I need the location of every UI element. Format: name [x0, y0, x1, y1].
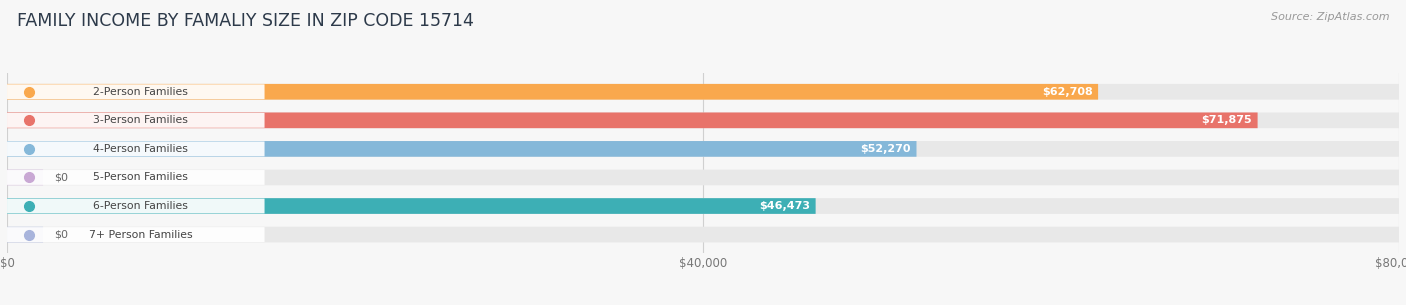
FancyBboxPatch shape [7, 170, 1399, 185]
FancyBboxPatch shape [7, 170, 44, 185]
FancyBboxPatch shape [7, 113, 264, 128]
FancyBboxPatch shape [7, 141, 917, 157]
FancyBboxPatch shape [7, 227, 44, 242]
Text: $71,875: $71,875 [1201, 115, 1251, 125]
Text: $0: $0 [55, 172, 69, 182]
Text: 6-Person Families: 6-Person Families [93, 201, 188, 211]
FancyBboxPatch shape [7, 141, 1399, 157]
FancyBboxPatch shape [7, 84, 1399, 100]
Text: 3-Person Families: 3-Person Families [93, 115, 188, 125]
Text: $62,708: $62,708 [1042, 87, 1092, 97]
FancyBboxPatch shape [7, 170, 264, 185]
FancyBboxPatch shape [7, 198, 815, 214]
FancyBboxPatch shape [7, 227, 1399, 242]
FancyBboxPatch shape [7, 113, 1257, 128]
FancyBboxPatch shape [7, 227, 264, 242]
FancyBboxPatch shape [7, 84, 1098, 100]
Text: 5-Person Families: 5-Person Families [93, 172, 188, 182]
Text: $46,473: $46,473 [759, 201, 810, 211]
Text: $0: $0 [55, 230, 69, 240]
Text: FAMILY INCOME BY FAMALIY SIZE IN ZIP CODE 15714: FAMILY INCOME BY FAMALIY SIZE IN ZIP COD… [17, 12, 474, 30]
Text: 4-Person Families: 4-Person Families [93, 144, 188, 154]
Text: 2-Person Families: 2-Person Families [93, 87, 188, 97]
FancyBboxPatch shape [7, 84, 264, 99]
Text: 7+ Person Families: 7+ Person Families [89, 230, 193, 240]
FancyBboxPatch shape [7, 142, 264, 156]
Text: Source: ZipAtlas.com: Source: ZipAtlas.com [1271, 12, 1389, 22]
FancyBboxPatch shape [7, 198, 1399, 214]
FancyBboxPatch shape [7, 199, 264, 214]
Text: $52,270: $52,270 [860, 144, 911, 154]
FancyBboxPatch shape [7, 113, 1399, 128]
